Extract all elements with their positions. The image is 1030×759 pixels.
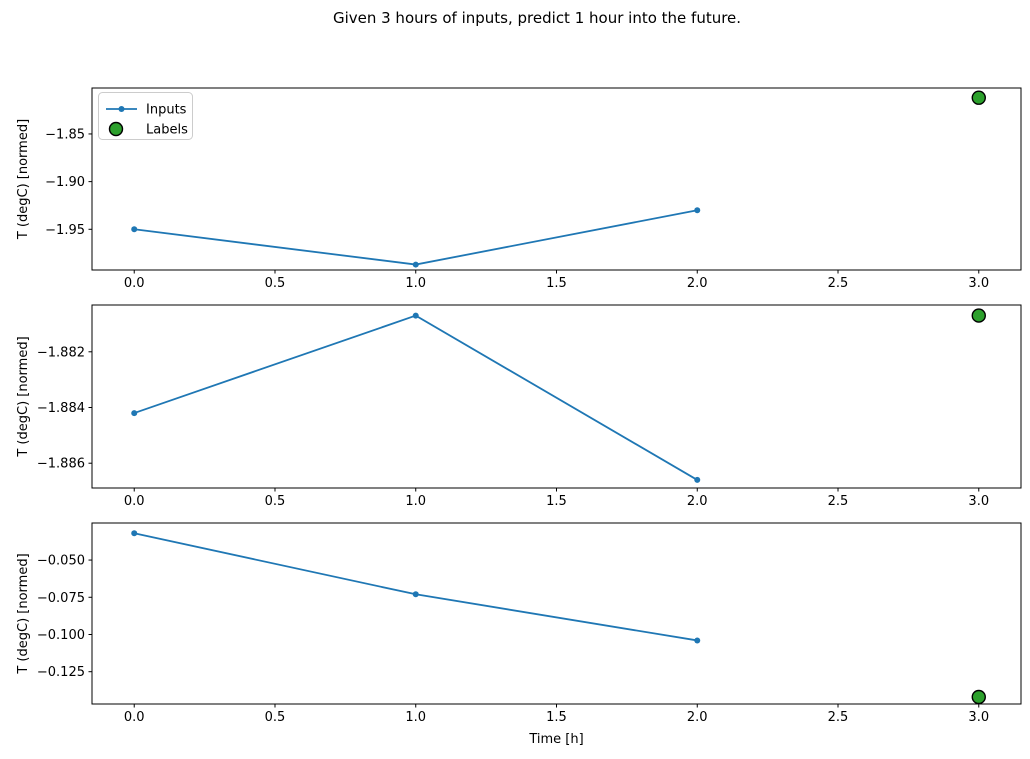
x-tick-label: 1.5 — [546, 276, 567, 291]
x-tick-label: 3.0 — [968, 710, 989, 725]
input-point — [694, 476, 701, 483]
x-tick-label: 1.5 — [546, 710, 567, 725]
x-tick-label: 0.0 — [124, 710, 145, 725]
subplot-3: 0.0 0.5 1.0 1.5 2.0 2.5 3.0 −0.050 −0.075 −0.100 −… — [16, 522, 1022, 747]
x-tick-label: 2.0 — [687, 710, 708, 725]
legend-labels-label: Labels — [146, 123, 188, 138]
y-tick-label: −1.882 — [37, 345, 85, 360]
y-tick-label: −1.95 — [45, 223, 85, 238]
inputs-line — [133, 314, 698, 481]
x-tick-label: 0.0 — [124, 494, 145, 509]
y-tick-label: −0.100 — [37, 628, 85, 643]
axes-frame — [91, 522, 1022, 705]
label-point — [971, 90, 986, 105]
x-tick-label: 3.0 — [968, 494, 989, 509]
x-tick-label: 0.5 — [265, 710, 286, 725]
x-tick-label: 1.0 — [405, 276, 426, 291]
x-tick-label: 2.5 — [828, 710, 849, 725]
input-point — [694, 637, 701, 644]
input-point — [412, 591, 419, 598]
x-tick-label: 2.5 — [828, 276, 849, 291]
x-tick-label: 0.5 — [265, 276, 286, 291]
input-point — [131, 410, 138, 417]
x-tick-label: 0.5 — [265, 494, 286, 509]
x-tick-label: 3.0 — [968, 276, 989, 291]
x-tick-label: 1.5 — [546, 494, 567, 509]
inputs-line — [134, 209, 698, 266]
inputs-line — [134, 532, 698, 642]
legend-inputs-label: Inputs — [146, 103, 187, 118]
axes-frame — [91, 87, 1022, 271]
y-tick-label: −1.886 — [37, 457, 85, 472]
axes-frame — [91, 304, 1022, 489]
y-tick-label: −1.85 — [45, 127, 85, 142]
x-tick-label: 2.0 — [687, 494, 708, 509]
input-point — [694, 207, 701, 214]
input-point — [131, 530, 138, 537]
subplot-1: 0.0 0.5 1.0 1.5 2.0 2.5 3.0 −1.85 −1.90 −1.95 T (d… — [16, 87, 1022, 291]
x-tick-label: 1.0 — [405, 710, 426, 725]
subplot-2: 0.0 0.5 1.0 1.5 2.0 2.5 3.0 −1.882 −1.884 −1.886 T… — [16, 304, 1022, 509]
figure-title: Given 3 hours of inputs, predict 1 hour … — [332, 9, 742, 27]
y-tick-label: −1.90 — [45, 175, 85, 190]
y-tick-label: −0.075 — [37, 591, 85, 606]
y-axis-label: T (degC) [normed] — [16, 553, 31, 674]
x-tick-label: 2.5 — [828, 494, 849, 509]
input-point — [131, 226, 138, 233]
input-point — [412, 312, 419, 319]
label-point — [971, 689, 986, 705]
legend-inputs-marker — [118, 106, 125, 112]
legend-labels-marker — [108, 121, 124, 137]
y-tick-label: −1.884 — [37, 401, 85, 416]
y-axis-label: T (degC) [normed] — [16, 119, 31, 240]
legend: Inputs Labels — [98, 92, 193, 140]
x-tick-label: 1.0 — [405, 494, 426, 509]
input-point — [412, 261, 419, 268]
y-tick-label: −0.125 — [37, 665, 85, 680]
y-axis-label: T (degC) [normed] — [16, 336, 31, 457]
x-tick-label: 2.0 — [687, 276, 708, 291]
x-tick-label: 0.0 — [124, 276, 145, 291]
y-tick-label: −0.050 — [37, 554, 85, 569]
label-point — [971, 308, 986, 323]
x-axis-label: Time [h] — [528, 732, 583, 747]
